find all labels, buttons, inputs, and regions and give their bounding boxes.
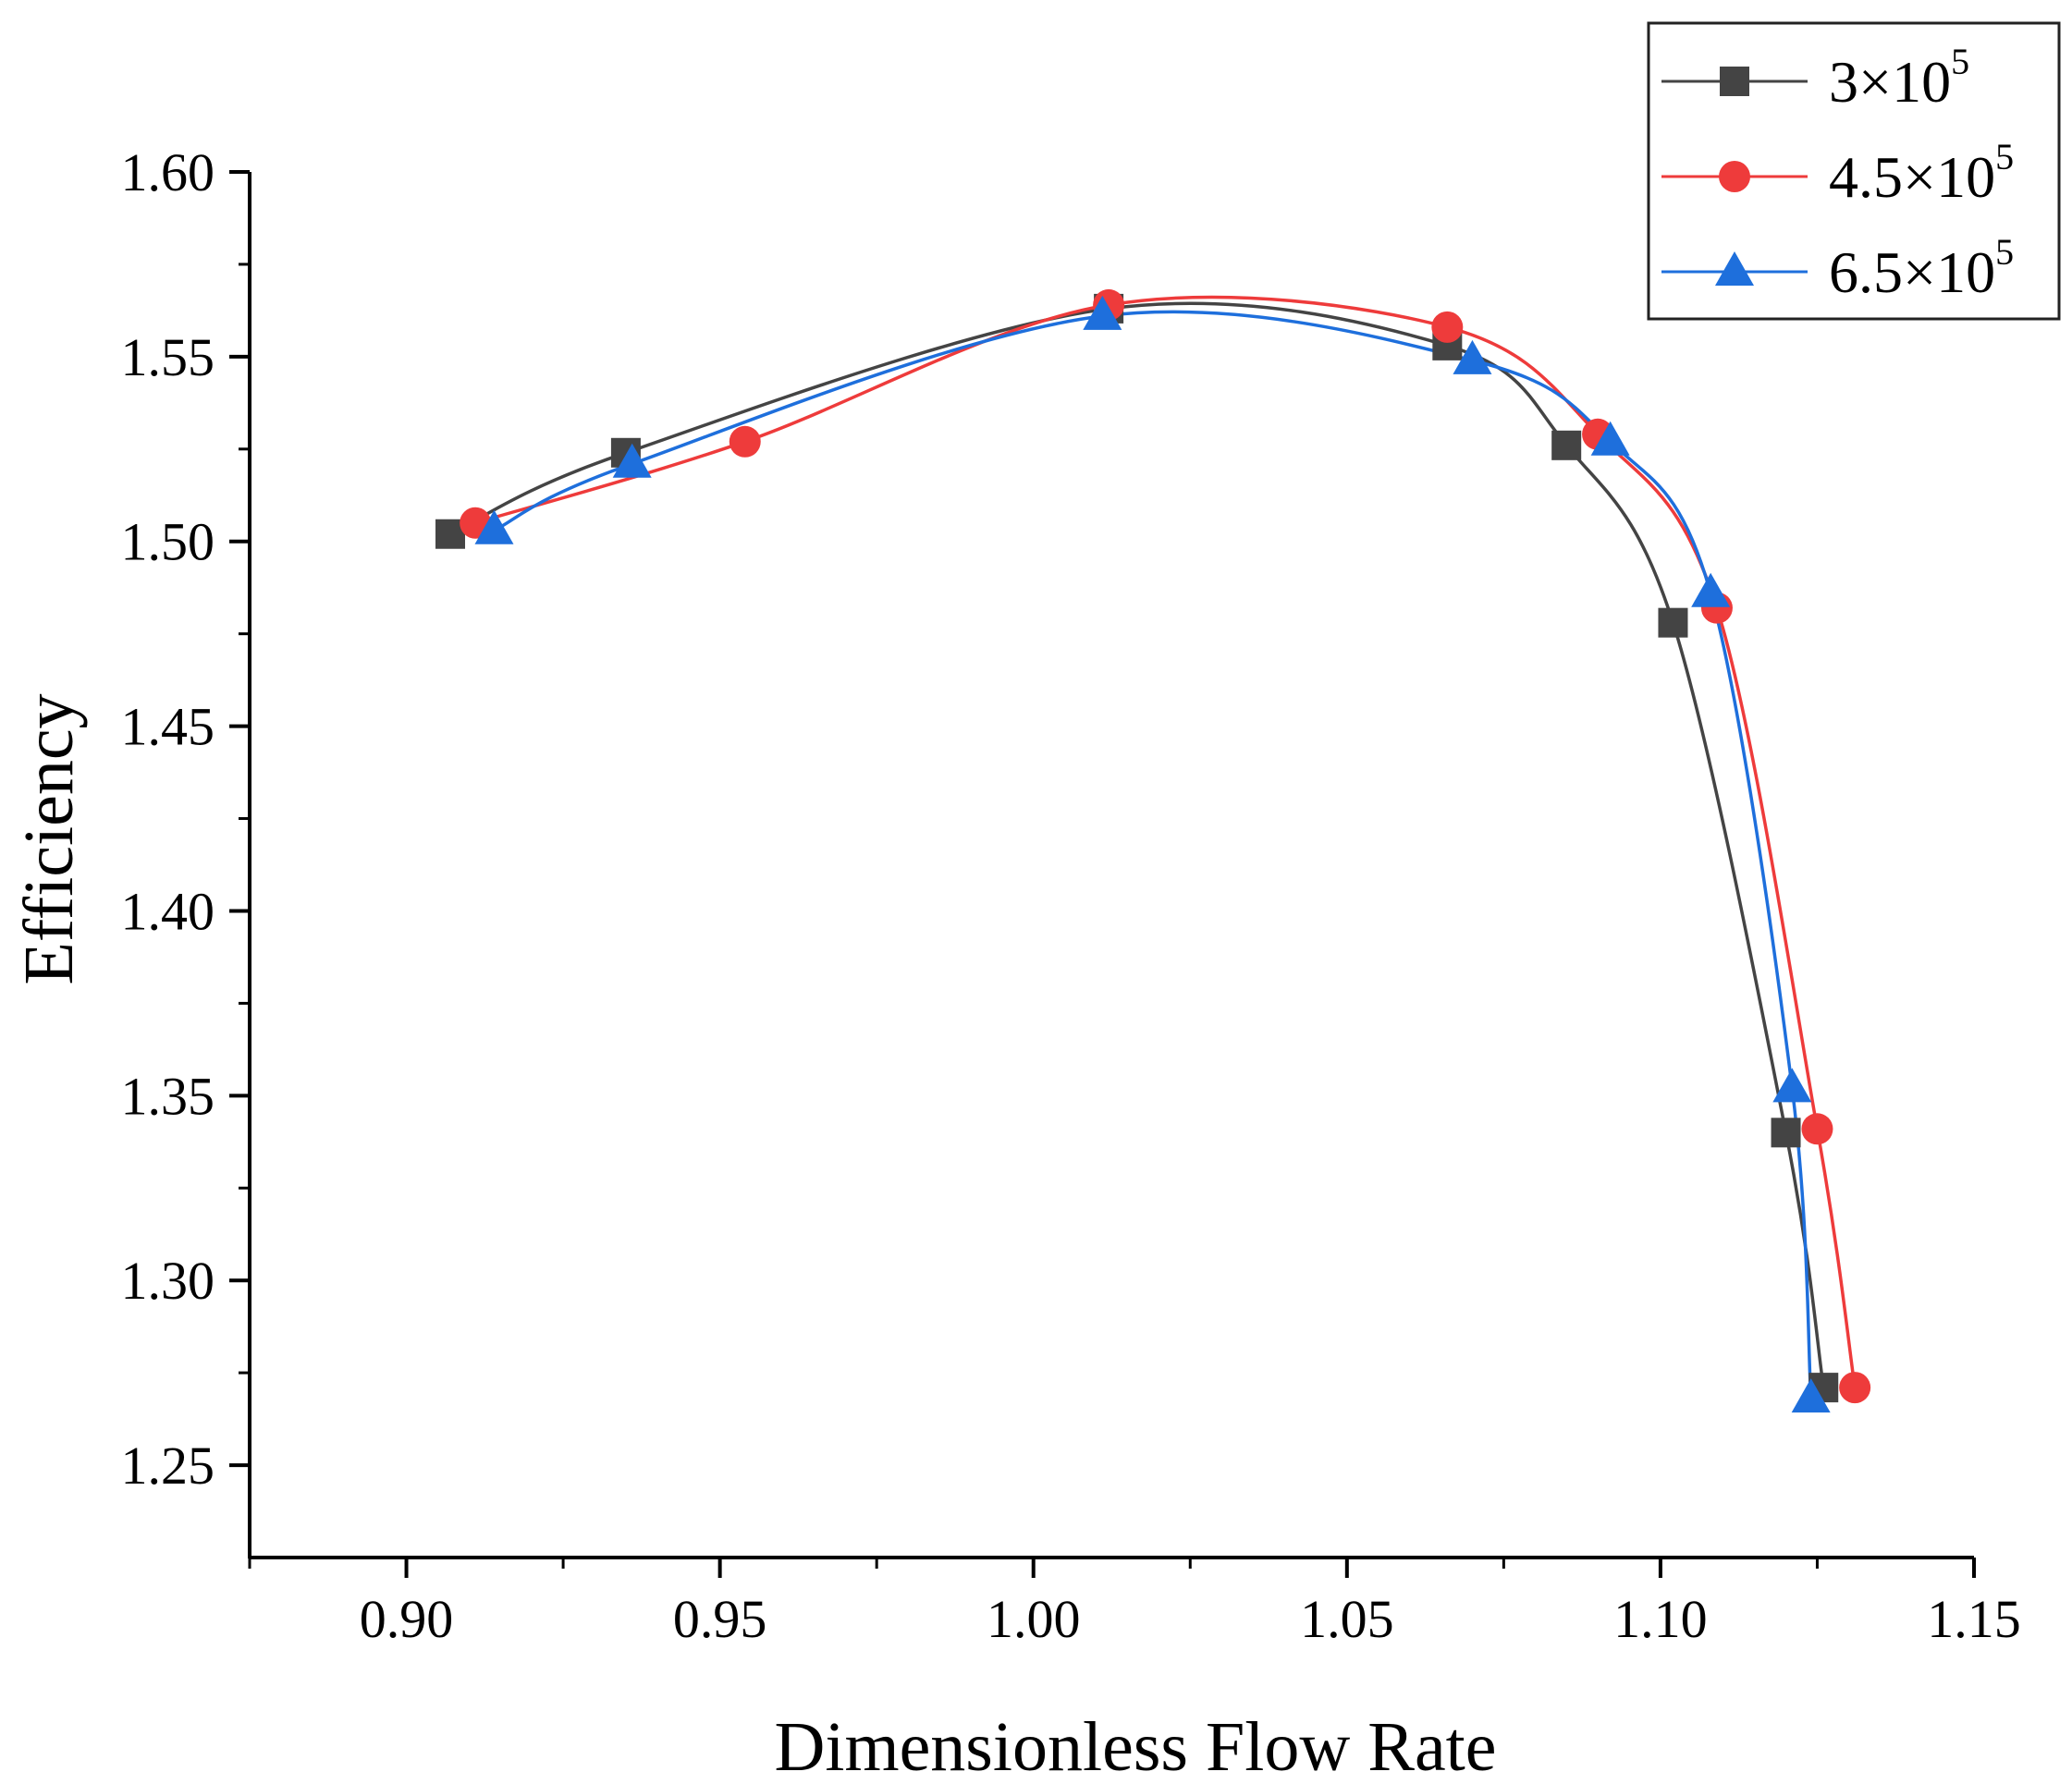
ticks: 1.25 1.30 1.35 1.40 1.45 1.50 1.55 1.60 0.90 0.95… xyxy=(121,142,2021,1649)
y-tick-label: 1.40 xyxy=(121,881,215,941)
legend-label-2: 4.5×105 xyxy=(1829,136,2014,210)
data-point-series-1 xyxy=(1658,607,1688,638)
series-line-1 xyxy=(449,301,1825,1388)
y-tick-label: 1.60 xyxy=(121,142,215,202)
x-tick-label: 1.10 xyxy=(1613,1589,1708,1649)
legend-marker-1 xyxy=(1720,67,1749,96)
data-point-series-3 xyxy=(1590,421,1630,456)
data-point-series-2 xyxy=(1431,311,1464,343)
data-point-series-3 xyxy=(1772,1068,1812,1103)
legend-label-exponent: 5 xyxy=(1995,136,2014,177)
legend-label-3: 6.5×105 xyxy=(1829,231,2014,305)
x-tick-label: 0.95 xyxy=(673,1589,767,1649)
series-line-3 xyxy=(493,310,1813,1399)
series-line-2 xyxy=(474,295,1857,1388)
data-point-series-2 xyxy=(1801,1113,1833,1145)
data-point-series-3 xyxy=(1083,295,1122,330)
y-tick-label: 1.55 xyxy=(121,327,215,387)
series-markers xyxy=(435,288,1871,1413)
data-point-series-3 xyxy=(1791,1378,1831,1413)
legend-label-1: 3×105 xyxy=(1829,41,1969,115)
data-point-series-3 xyxy=(1691,572,1731,607)
x-tick-label: 1.00 xyxy=(987,1589,1081,1649)
y-tick-label: 1.25 xyxy=(121,1436,215,1496)
legend-marker-3 xyxy=(1715,251,1754,286)
data-point-series-3 xyxy=(1453,339,1492,374)
y-tick-label: 1.30 xyxy=(121,1251,215,1311)
axes xyxy=(248,172,1974,1559)
x-tick-label: 1.05 xyxy=(1300,1589,1394,1649)
x-axis-title: Dimensionless Flow Rate xyxy=(774,1708,1496,1784)
data-point-series-2 xyxy=(1839,1372,1871,1404)
y-tick-label: 1.45 xyxy=(121,697,215,757)
data-point-series-1 xyxy=(1771,1118,1801,1148)
legend-label-exponent: 5 xyxy=(1951,41,1969,82)
y-axis-title: Efficiency xyxy=(10,693,88,984)
data-point-series-2 xyxy=(729,425,761,458)
x-tick-label: 1.15 xyxy=(1927,1589,2021,1649)
data-point-series-3 xyxy=(474,509,514,544)
y-tick-label: 1.50 xyxy=(121,512,215,572)
legend-marker-2 xyxy=(1719,161,1750,192)
y-tick-label: 1.35 xyxy=(121,1066,215,1126)
data-point-series-3 xyxy=(612,443,652,478)
legend: 3×105 4.5×105 6.5×105 xyxy=(1647,21,2061,321)
legend-label-exponent: 5 xyxy=(1995,231,2014,273)
data-point-series-1 xyxy=(1551,430,1582,460)
series-curves xyxy=(449,295,1857,1399)
x-tick-label: 0.90 xyxy=(360,1589,454,1649)
legend-box xyxy=(1647,21,2061,321)
